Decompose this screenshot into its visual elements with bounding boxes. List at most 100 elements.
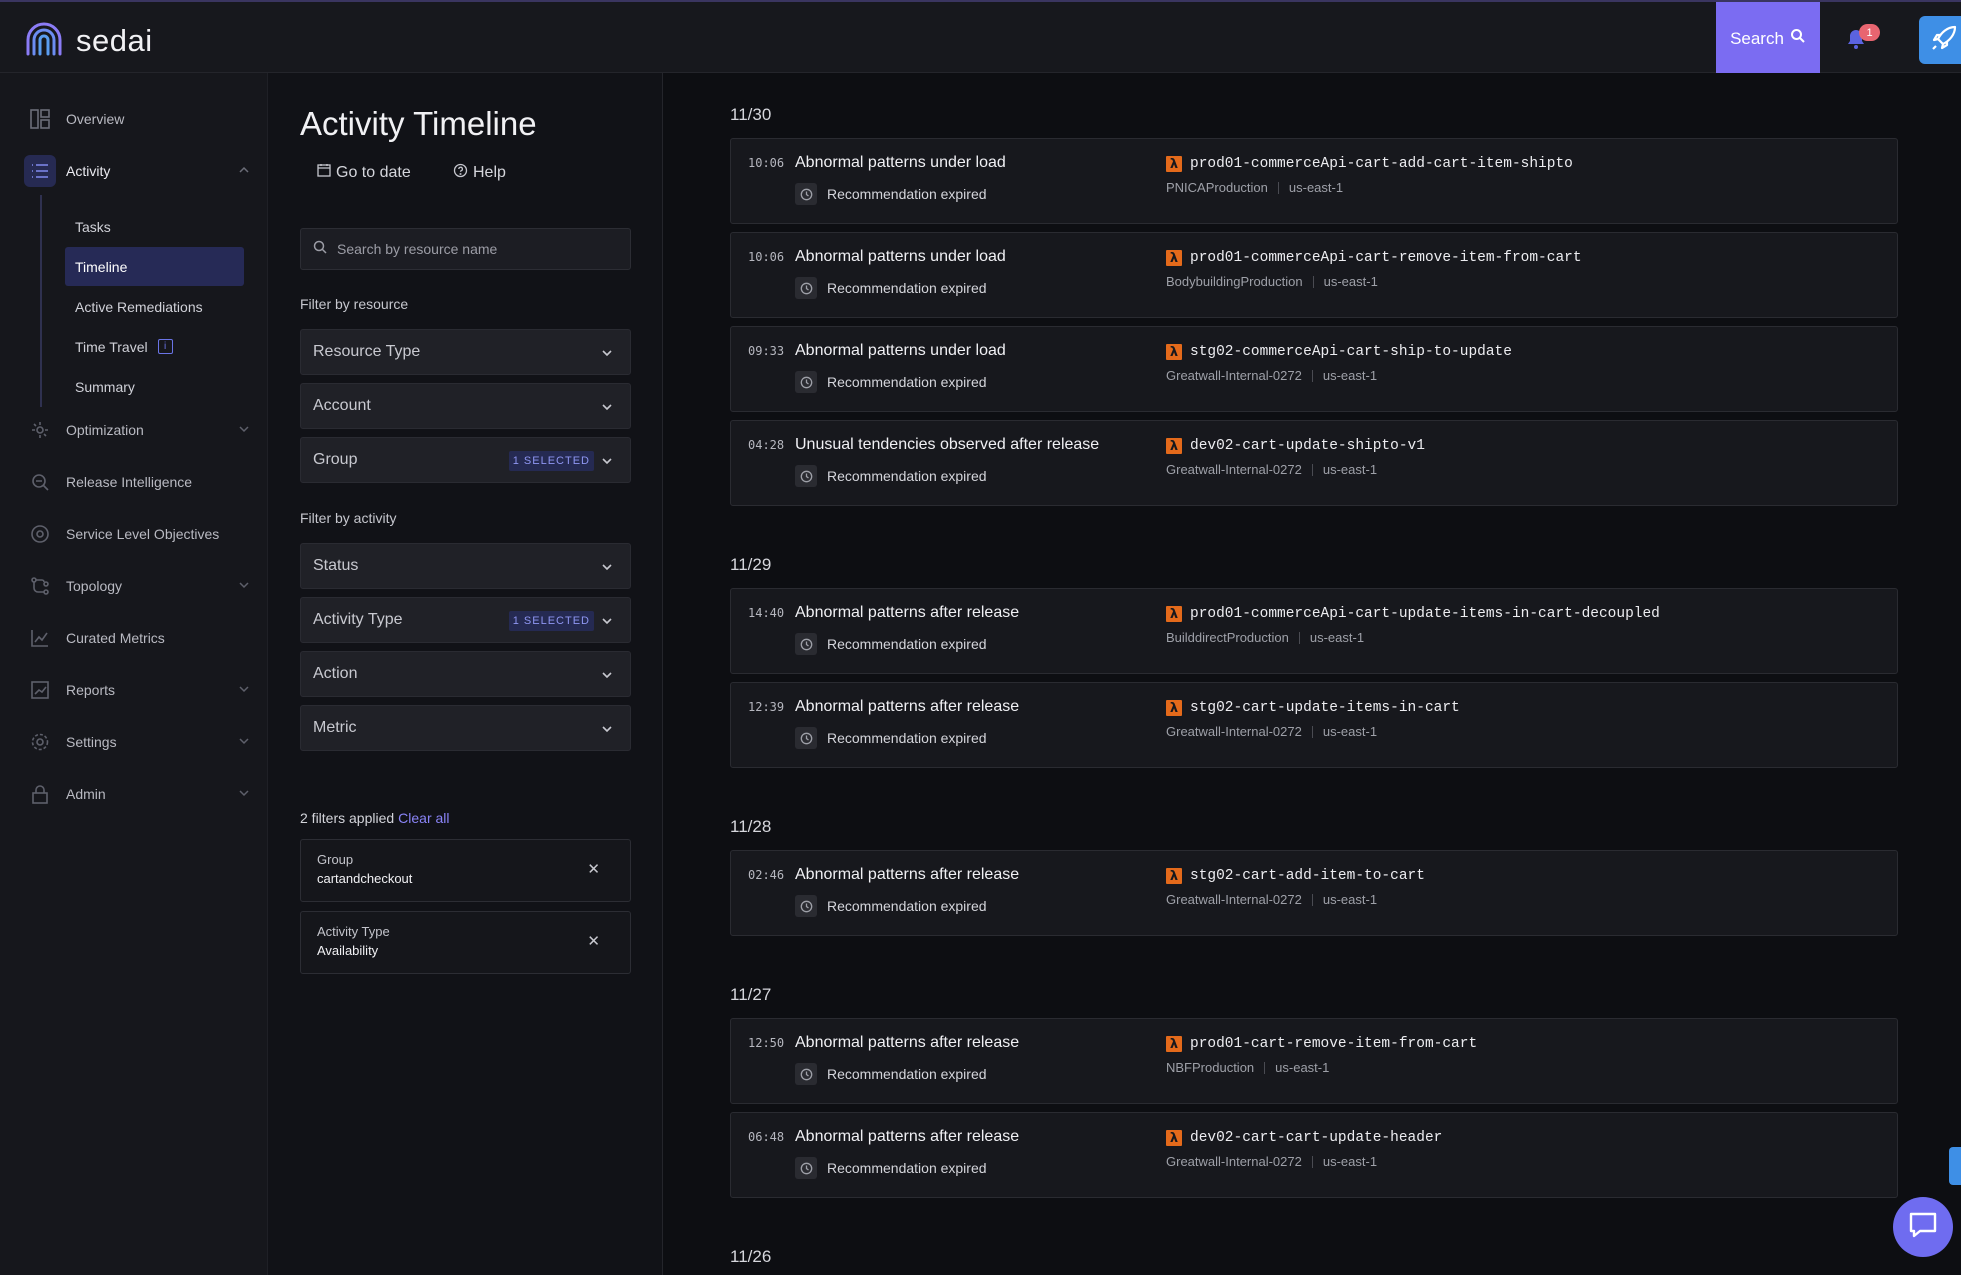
sidebar-subitem-active-remediations[interactable]: Active Remediations [65,287,244,326]
activity-card[interactable]: 14:40 Abnormal patterns after release Reco… [730,588,1898,674]
info-icon[interactable]: i [157,339,173,354]
activity-card[interactable]: 09:33 Abnormal patterns under load Recomme… [730,326,1898,412]
sidebar-item-service-level-objectives[interactable]: Service Level Objectives [24,514,250,554]
activity-card[interactable]: 10:06 Abnormal patterns under load Recomme… [730,232,1898,318]
event-status: Recommendation expired [795,183,987,205]
resource-name[interactable]: prod01-commerceApi-cart-add-cart-item-sh… [1190,156,1573,172]
event-time: 12:50 [748,1036,785,1050]
sidebar-subitem-timeline[interactable]: Timeline [65,247,244,286]
action-dropdown[interactable]: Action [300,651,631,697]
event-time: 09:33 [748,344,785,358]
resource[interactable]: λ prod01-cart-remove-item-from-cart [1166,1036,1477,1052]
resource-name[interactable]: dev02-cart-update-shipto-v1 [1190,438,1425,454]
account-dropdown[interactable]: Account [300,383,631,429]
resource-meta: Greatwall-Internal-0272 us-east-1 [1166,892,1377,907]
search-button[interactable]: Search [1716,2,1820,75]
activity-type-dropdown[interactable]: Activity Type 1 SELECTED [300,597,631,643]
chevron-down-icon[interactable] [238,578,250,594]
sidebar-subitem-time-travel[interactable]: Time Travel i [65,327,244,366]
sidebar-subitem-label: Time Travel [75,338,148,355]
search-input[interactable] [337,241,617,257]
chevron-down-icon[interactable] [238,786,250,802]
metric-dropdown[interactable]: Metric [300,705,631,751]
event-title[interactable]: Abnormal patterns under load [795,342,1006,359]
resource-name[interactable]: prod01-commerceApi-cart-update-items-in-… [1190,606,1660,622]
status-text: Recommendation expired [827,730,987,746]
sidebar-item-reports[interactable]: Reports [24,670,250,710]
event-title[interactable]: Abnormal patterns under load [795,154,1006,171]
activity-card[interactable]: 10:06 Abnormal patterns under load Recomme… [730,138,1898,224]
sidebar-item-topology[interactable]: Topology [24,566,250,606]
account-name: PNICAProduction [1166,180,1268,195]
account-name: BuilddirectProduction [1166,630,1289,645]
activity-card[interactable]: 06:48 Abnormal patterns after release Reco… [730,1112,1898,1198]
chat-button[interactable] [1893,1197,1953,1257]
event-title[interactable]: Abnormal patterns under load [795,248,1006,265]
activity-card[interactable]: 12:50 Abnormal patterns after release Reco… [730,1018,1898,1104]
chevron-down-icon [600,668,614,687]
chevron-down-icon[interactable] [238,682,250,698]
resource[interactable]: λ dev02-cart-update-shipto-v1 [1166,438,1425,454]
event-title[interactable]: Abnormal patterns after release [795,1128,1020,1145]
aws-lambda-icon: λ [1166,1036,1182,1052]
selected-count-badge: 1 SELECTED [508,611,594,631]
event-title[interactable]: Abnormal patterns after release [795,604,1020,621]
event-status: Recommendation expired [795,633,987,655]
resource[interactable]: λ stg02-commerceApi-cart-ship-to-update [1166,344,1512,360]
group-dropdown[interactable]: Group 1 SELECTED [300,437,631,483]
divider [1311,1155,1313,1168]
clear-all-link[interactable]: Clear all [398,810,450,826]
resource[interactable]: λ stg02-cart-update-items-in-cart [1166,700,1460,716]
chevron-down-icon[interactable] [238,422,250,438]
activity-card[interactable]: 02:46 Abnormal patterns after release Reco… [730,850,1898,936]
help-button[interactable]: Help [453,163,506,183]
resource[interactable]: λ stg02-cart-add-item-to-cart [1166,868,1425,884]
sidebar-item-curated-metrics[interactable]: Curated Metrics [24,618,250,658]
sidebar-item-overview[interactable]: Overview [24,99,250,139]
dropdown-label: Resource Type [313,343,421,360]
event-title[interactable]: Unusual tendencies observed after releas… [795,436,1100,453]
resource[interactable]: λ prod01-commerceApi-cart-remove-item-fro… [1166,250,1582,266]
chip-value: Availability [317,943,379,958]
event-title[interactable]: Abnormal patterns after release [795,1034,1020,1051]
event-title[interactable]: Abnormal patterns after release [795,698,1020,715]
event-title[interactable]: Abnormal patterns after release [795,866,1020,883]
resource[interactable]: λ dev02-cart-cart-update-header [1166,1130,1442,1146]
chevron-up-icon[interactable] [238,163,250,179]
resource[interactable]: λ prod01-commerceApi-cart-add-cart-item-s… [1166,156,1573,172]
chevron-down-icon [600,722,614,741]
resource-name[interactable]: dev02-cart-cart-update-header [1190,1130,1443,1146]
sidebar-item-optimization[interactable]: Optimization [24,410,250,450]
sidebar-item-release-intelligence[interactable]: Release Intelligence [24,462,250,502]
resource-type-dropdown[interactable]: Resource Type [300,329,631,375]
account-name: Greatwall-Internal-0272 [1166,892,1302,907]
chevron-down-icon[interactable] [238,734,250,750]
sidebar-subitem-summary[interactable]: Summary [65,367,244,406]
activity-card[interactable]: 04:28 Unusual tendencies observed after r… [730,420,1898,506]
go-to-date-button[interactable]: Go to date [317,163,411,182]
resource-name[interactable]: stg02-commerceApi-cart-ship-to-update [1190,344,1512,360]
resource-name[interactable]: stg02-cart-update-items-in-cart [1190,700,1460,716]
resource-name[interactable]: prod01-commerceApi-cart-remove-item-from… [1190,250,1582,266]
event-status: Recommendation expired [795,895,987,917]
sidebar-item-admin[interactable]: Admin [24,774,250,814]
sidebar-item-settings[interactable]: Settings [24,722,250,762]
sedai-logo[interactable]: sedai [22,18,153,63]
resource[interactable]: λ prod01-commerceApi-cart-update-items-in… [1166,606,1660,622]
activity-timeline: 11/30 10:06 Abnormal patterns under load Re… [663,73,1961,1275]
rocket-button[interactable] [1919,16,1961,64]
clock-icon [795,633,817,655]
close-icon[interactable]: ✕ [587,861,600,878]
resource-name[interactable]: prod01-cart-remove-item-from-cart [1190,1036,1478,1052]
close-icon[interactable]: ✕ [587,933,600,950]
resource-name[interactable]: stg02-cart-add-item-to-cart [1190,868,1425,884]
clock-icon [795,727,817,749]
sidebar-subitem-tasks[interactable]: Tasks [65,207,244,246]
status-dropdown[interactable]: Status [300,543,631,589]
side-feedback-tab[interactable] [1949,1147,1961,1185]
sidebar-item-activity[interactable]: Activity [24,151,250,191]
resource-search-field[interactable] [300,228,631,270]
resource-meta: Greatwall-Internal-0272 us-east-1 [1166,724,1377,739]
account-name: Greatwall-Internal-0272 [1166,1154,1302,1169]
activity-card[interactable]: 12:39 Abnormal patterns after release Reco… [730,682,1898,768]
